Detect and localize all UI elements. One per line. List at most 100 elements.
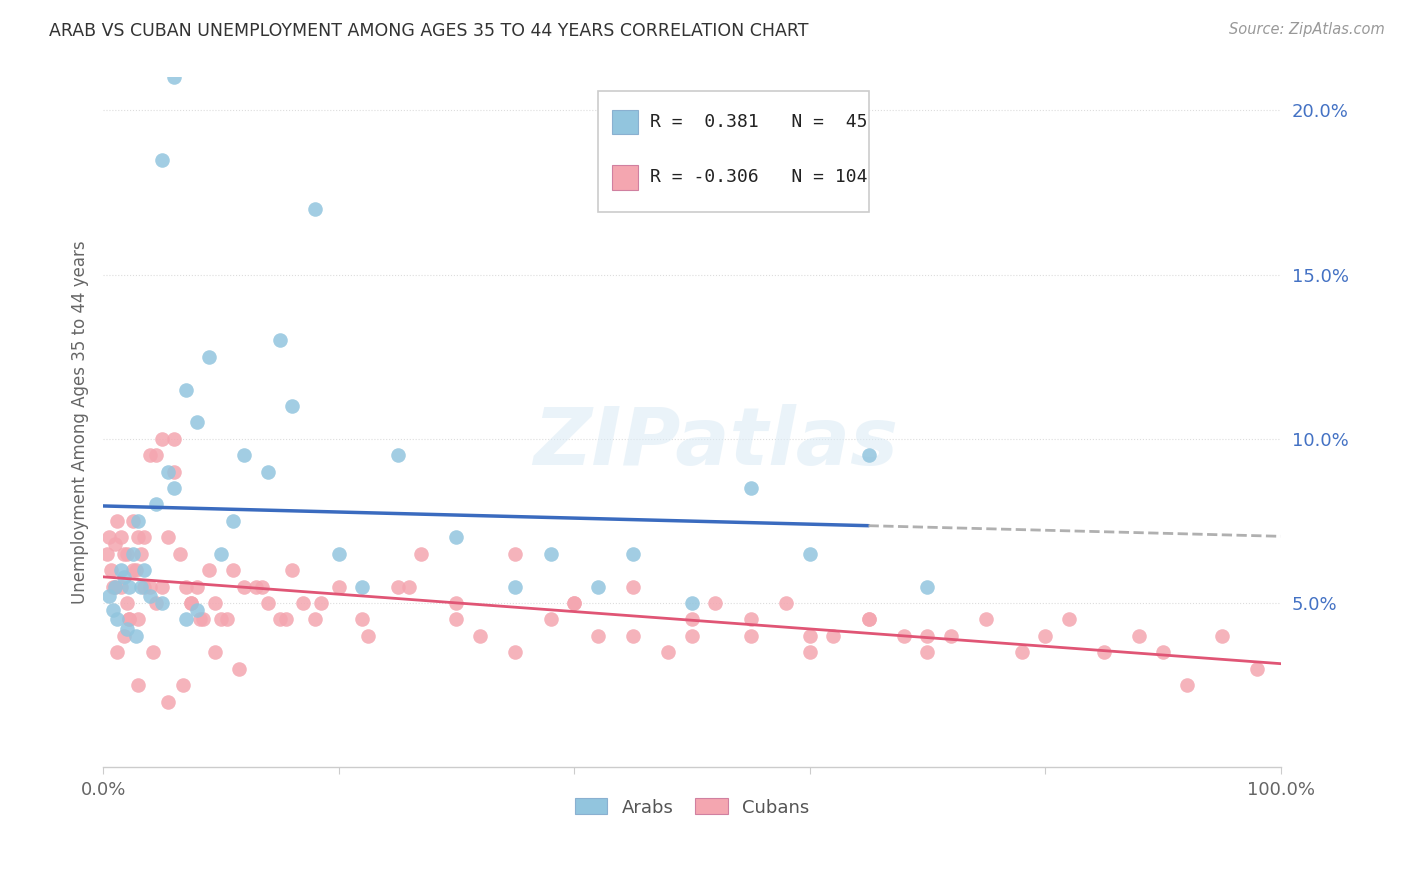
Point — [398, 580, 420, 594]
Point — [540, 547, 562, 561]
Point — [221, 563, 243, 577]
Point — [156, 530, 179, 544]
Point — [540, 612, 562, 626]
Point — [409, 547, 432, 561]
Point — [250, 580, 273, 594]
Point — [129, 547, 152, 561]
Point — [193, 612, 215, 626]
Point — [917, 629, 939, 643]
Y-axis label: Unemployment Among Ages 35 to 44 years: Unemployment Among Ages 35 to 44 years — [72, 241, 89, 604]
Point — [503, 580, 526, 594]
Point — [104, 580, 127, 594]
Point — [110, 563, 132, 577]
Legend: Arabs, Cubans: Arabs, Cubans — [568, 791, 817, 824]
Point — [174, 580, 197, 594]
Point — [186, 602, 208, 616]
Point — [740, 612, 762, 626]
Point — [257, 465, 280, 479]
Point — [799, 645, 821, 659]
Point — [163, 70, 186, 85]
Point — [204, 645, 226, 659]
Point — [1152, 645, 1174, 659]
Point — [704, 596, 727, 610]
Point — [233, 580, 256, 594]
Point — [156, 695, 179, 709]
Point — [292, 596, 315, 610]
Point — [446, 596, 468, 610]
Point — [118, 612, 141, 626]
Point — [468, 629, 491, 643]
Point — [110, 530, 132, 544]
Point — [917, 645, 939, 659]
Point — [280, 399, 302, 413]
Point — [98, 530, 121, 544]
Point — [280, 563, 302, 577]
Point — [121, 514, 143, 528]
Point — [245, 580, 267, 594]
Text: Source: ZipAtlas.com: Source: ZipAtlas.com — [1229, 22, 1385, 37]
Point — [858, 448, 880, 462]
Point — [145, 498, 167, 512]
Point — [209, 612, 232, 626]
Point — [163, 481, 186, 495]
Point — [105, 645, 128, 659]
Point — [100, 563, 122, 577]
Point — [799, 547, 821, 561]
Point — [188, 612, 211, 626]
Point — [328, 580, 350, 594]
Point — [221, 514, 243, 528]
Point — [1092, 645, 1115, 659]
Point — [586, 629, 609, 643]
Point — [110, 580, 132, 594]
Point — [101, 580, 124, 594]
Point — [446, 612, 468, 626]
Point — [328, 547, 350, 561]
Point — [269, 333, 291, 347]
Point — [1011, 645, 1033, 659]
Point — [621, 629, 644, 643]
Point — [215, 612, 238, 626]
Point — [198, 350, 221, 364]
Point — [115, 622, 138, 636]
Point — [304, 612, 326, 626]
Point — [180, 596, 202, 610]
Point — [209, 547, 232, 561]
Point — [104, 580, 127, 594]
Text: ZIPatlas: ZIPatlas — [533, 404, 898, 482]
Point — [118, 580, 141, 594]
Point — [134, 580, 156, 594]
Point — [503, 645, 526, 659]
Point — [503, 547, 526, 561]
Point — [174, 612, 197, 626]
Point — [357, 629, 380, 643]
Point — [681, 629, 703, 643]
Point — [1033, 629, 1056, 643]
Point — [112, 629, 135, 643]
Point — [562, 596, 585, 610]
Point — [387, 448, 409, 462]
Point — [96, 547, 118, 561]
Point — [1128, 629, 1150, 643]
Point — [621, 580, 644, 594]
Point — [976, 612, 998, 626]
Point — [562, 596, 585, 610]
Point — [681, 612, 703, 626]
Point — [112, 547, 135, 561]
Point — [150, 153, 173, 167]
Point — [115, 547, 138, 561]
Point — [799, 629, 821, 643]
Point — [142, 645, 165, 659]
Point — [145, 596, 167, 610]
Point — [180, 596, 202, 610]
Point — [121, 563, 143, 577]
Point — [186, 580, 208, 594]
Point — [309, 596, 332, 610]
FancyBboxPatch shape — [612, 111, 638, 135]
Text: R =  0.381   N =  45: R = 0.381 N = 45 — [650, 113, 868, 131]
Point — [125, 563, 148, 577]
Point — [105, 612, 128, 626]
Point — [127, 514, 149, 528]
Point — [775, 596, 797, 610]
Text: R = -0.306   N = 104: R = -0.306 N = 104 — [650, 169, 868, 186]
Point — [186, 415, 208, 429]
